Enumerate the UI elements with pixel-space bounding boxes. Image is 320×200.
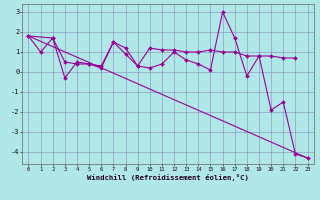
X-axis label: Windchill (Refroidissement éolien,°C): Windchill (Refroidissement éolien,°C) (87, 174, 249, 181)
